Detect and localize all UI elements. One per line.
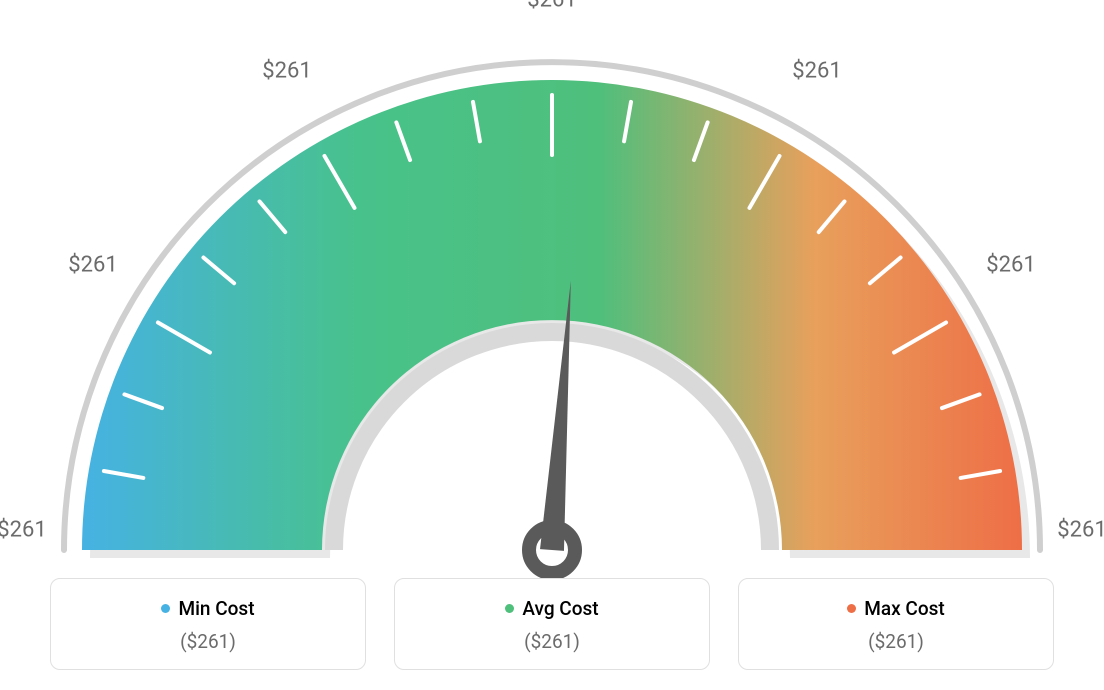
gauge-tick-label: $261 xyxy=(792,59,841,84)
legend-label-max: Max Cost xyxy=(864,597,944,620)
gauge-tick-label: $261 xyxy=(262,59,311,84)
gauge-chart: $261 $261 $261 $261 $261 $261 $261 xyxy=(0,0,1104,560)
legend-card-avg: Avg Cost ($261) xyxy=(394,578,710,670)
legend-label-min: Min Cost xyxy=(178,597,254,620)
gauge-tick-label: $261 xyxy=(0,518,47,543)
legend-value-max: ($261) xyxy=(739,630,1053,653)
gauge-svg xyxy=(0,20,1104,580)
legend-title-min: Min Cost xyxy=(161,597,254,620)
legend-value-avg: ($261) xyxy=(395,630,709,653)
legend-value-min: ($261) xyxy=(51,630,365,653)
gauge-tick-label: $261 xyxy=(68,253,117,278)
legend-label-avg: Avg Cost xyxy=(522,597,598,620)
legend-dot-avg xyxy=(505,604,514,613)
legend-row: Min Cost ($261) Avg Cost ($261) Max Cost… xyxy=(50,578,1054,670)
legend-title-avg: Avg Cost xyxy=(505,597,598,620)
gauge-tick-label: $261 xyxy=(986,253,1035,278)
legend-card-min: Min Cost ($261) xyxy=(50,578,366,670)
legend-title-max: Max Cost xyxy=(847,597,944,620)
legend-dot-min xyxy=(161,604,170,613)
gauge-tick-label: $261 xyxy=(1057,518,1104,543)
gauge-tick-label: $261 xyxy=(527,0,576,13)
legend-dot-max xyxy=(847,604,856,613)
legend-card-max: Max Cost ($261) xyxy=(738,578,1054,670)
